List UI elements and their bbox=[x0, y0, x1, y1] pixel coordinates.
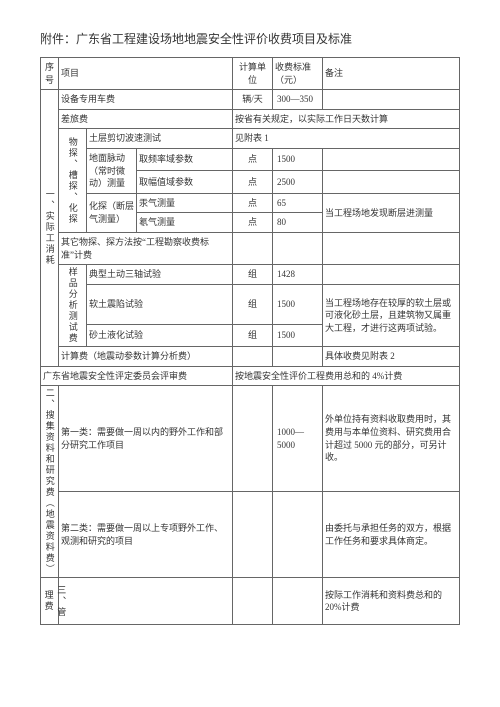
pulse-fee1: 1500 bbox=[273, 148, 323, 170]
row-sec2-1: 二、搜集资料和研究费（地震资料费） 第一类：需要做一周以内的野外工作和部分研究工… bbox=[41, 386, 460, 491]
fault-fee2: 80 bbox=[273, 213, 323, 233]
pulse-unit1: 点 bbox=[233, 148, 273, 170]
doc-title: 附件：广东省工程建设场地地震安全性评价收费项目及标准 bbox=[40, 30, 460, 47]
calc-name: 计算费（地震动参数计算分析费） bbox=[59, 347, 233, 367]
row-calc: 计算费（地震动参数计算分析费） 具体收费见附表 2 bbox=[41, 347, 460, 367]
groupA-label: 物探、槽探、化探 bbox=[59, 129, 87, 233]
fault-name: 化探（断层气测量） bbox=[87, 193, 137, 232]
review-name: 广东省地震安全性评定委员会评审费 bbox=[41, 366, 233, 386]
sample3-unit: 组 bbox=[233, 324, 273, 346]
fault-remark: 当工程场地发现断层进测量 bbox=[323, 193, 460, 232]
sec1-label: 一、实际工消耗 bbox=[41, 90, 59, 367]
sample1-name: 典型土动三轴试验 bbox=[87, 265, 233, 285]
travel-remark: 按省有关规定，以实际工作日天数计算 bbox=[233, 109, 460, 129]
calc-unit bbox=[233, 347, 273, 367]
pulse-sub2: 取幅值域参数 bbox=[137, 171, 233, 193]
sec2-r1-fee: 1000—5000 bbox=[273, 386, 323, 491]
row-review: 广东省地震安全性评定委员会评审费 按地震安全性评价工程费用总和的 4%计费 bbox=[41, 366, 460, 386]
shear-name: 土层剪切波速测试 bbox=[87, 129, 233, 149]
row-sample2: 软土震陷试验 组 1500 当工程场地存在较厚的软土层或可液化砂土层，且建筑物又… bbox=[41, 284, 460, 324]
sample2-fee: 1500 bbox=[273, 284, 323, 324]
pulse-rem1 bbox=[323, 148, 460, 170]
other-name: 其它物探、探方法按“工程勘察收费标准”计费 bbox=[59, 232, 233, 264]
h-project: 项目 bbox=[59, 58, 233, 90]
h-fee: 收费标准（元） bbox=[273, 58, 323, 90]
sec3-name bbox=[59, 578, 233, 625]
pulse-rem2 bbox=[323, 171, 460, 193]
sample3-name: 砂土液化试验 bbox=[87, 324, 233, 346]
row-sample1: 样品分析测试费 典型土动三轴试验 组 1428 bbox=[41, 265, 460, 285]
sample1-unit: 组 bbox=[233, 265, 273, 285]
fault-sub1: 汞气测量 bbox=[137, 193, 233, 213]
pulse-unit2: 点 bbox=[233, 171, 273, 193]
h-seq: 序号 bbox=[41, 58, 59, 90]
sec2-r2-remark: 由委托与承担任务的双方，根据工作任务和要求具体商定。 bbox=[323, 491, 460, 578]
other-unit bbox=[233, 232, 273, 264]
sec2-r1-remark: 外单位持有资料收取费用时，其费用与本单位资料、研究费用合计超过 5000 元的部… bbox=[323, 386, 460, 491]
pulse-name: 地面脉动（常时微动）测量 bbox=[87, 148, 137, 193]
sec2-r2-name: 第二类：需要做一周以上专项野外工作、观测和研究的项目 bbox=[59, 491, 233, 578]
sample1-fee: 1428 bbox=[273, 265, 323, 285]
sec3-unit bbox=[233, 578, 273, 625]
h-unit: 计算单位 bbox=[233, 58, 273, 90]
fault-unit1: 点 bbox=[233, 193, 273, 213]
row-sec2-2: 第二类：需要做一周以上专项野外工作、观测和研究的项目 由委托与承担任务的双方，根… bbox=[41, 491, 460, 578]
page: 附件：广东省工程建设场地地震安全性评价收费项目及标准 序号 项目 计算单位 收费… bbox=[0, 0, 500, 707]
row-fault1: 化探（断层气测量） 汞气测量 点 65 当工程场地发现断层进测量 bbox=[41, 193, 460, 213]
sample1-remark bbox=[323, 265, 460, 285]
sample-remark: 当工程场地存在较厚的软土层或可液化砂土层，且建筑物又属重大工程，才进行这两项试验… bbox=[323, 284, 460, 346]
sec2-r2-fee bbox=[273, 491, 323, 578]
sec3-label: 三、管理费 bbox=[41, 578, 59, 625]
row-pulse1: 地面脉动（常时微动）测量 取频率域参数 点 1500 bbox=[41, 148, 460, 170]
pulse-sub1: 取频率域参数 bbox=[137, 148, 233, 170]
row-shear: 物探、槽探、化探 土层剪切波速测试 见附表 1 bbox=[41, 129, 460, 149]
sec3-remark: 按际工作消耗和资料费总和的 20%计费 bbox=[323, 578, 460, 625]
fee-table: 序号 项目 计算单位 收费标准（元） 备注 一、实际工消耗 设备专用车费 辆/天… bbox=[40, 57, 460, 625]
h-remark: 备注 bbox=[323, 58, 460, 90]
header-row: 序号 项目 计算单位 收费标准（元） 备注 bbox=[41, 58, 460, 90]
car-remark bbox=[323, 90, 460, 110]
car-name: 设备专用车费 bbox=[59, 90, 233, 110]
sample2-name: 软土震陷试验 bbox=[87, 284, 233, 324]
row-sec3: 三、管理费 按际工作消耗和资料费总和的 20%计费 bbox=[41, 578, 460, 625]
sec2-label: 二、搜集资料和研究费（地震资料费） bbox=[41, 386, 59, 578]
car-fee: 300—350 bbox=[273, 90, 323, 110]
fault-sub2: 氡气测量 bbox=[137, 213, 233, 233]
pulse-fee2: 2500 bbox=[273, 171, 323, 193]
other-fee bbox=[273, 232, 323, 264]
fault-fee1: 65 bbox=[273, 193, 323, 213]
row-other: 其它物探、探方法按“工程勘察收费标准”计费 bbox=[41, 232, 460, 264]
shear-remark: 见附表 1 bbox=[233, 129, 460, 149]
review-remark: 按地震安全性评价工程费用总和的 4%计费 bbox=[233, 366, 460, 386]
row-car: 一、实际工消耗 设备专用车费 辆/天 300—350 bbox=[41, 90, 460, 110]
sample2-unit: 组 bbox=[233, 284, 273, 324]
fault-unit2: 点 bbox=[233, 213, 273, 233]
sec2-r1-name: 第一类：需要做一周以内的野外工作和部分研究工作项目 bbox=[59, 386, 233, 491]
calc-remark: 具体收费见附表 2 bbox=[323, 347, 460, 367]
row-travel: 差旅费 按省有关规定，以实际工作日天数计算 bbox=[41, 109, 460, 129]
sec2-r1-unit bbox=[233, 386, 273, 491]
sec3-fee bbox=[273, 578, 323, 625]
sample3-fee: 1500 bbox=[273, 324, 323, 346]
sample-label: 样品分析测试费 bbox=[59, 265, 87, 347]
other-remark bbox=[323, 232, 460, 264]
calc-fee bbox=[273, 347, 323, 367]
car-unit: 辆/天 bbox=[233, 90, 273, 110]
travel-name: 差旅费 bbox=[59, 109, 233, 129]
sec2-r2-unit bbox=[233, 491, 273, 578]
